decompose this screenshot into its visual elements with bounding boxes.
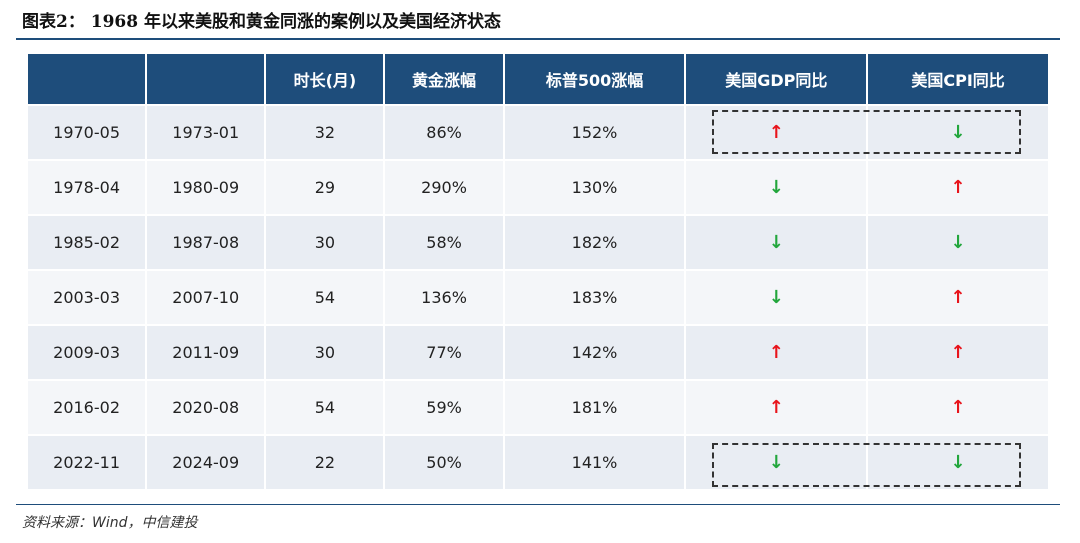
header-cpi: 美国CPI同比 xyxy=(868,54,1048,104)
cell-months: 32 xyxy=(266,106,384,159)
cell-end-highlighted: 2024-09 xyxy=(147,436,265,489)
cell-months: 29 xyxy=(266,161,384,214)
cell-cpi: ↑ xyxy=(868,161,1048,214)
gdp-arrow-icon: ↓ xyxy=(768,232,784,253)
gdp-arrow-icon: ↑ xyxy=(768,342,784,363)
header-start xyxy=(28,54,146,104)
cell-end: 1987-08 xyxy=(147,216,265,269)
cell-gold: 136% xyxy=(385,271,503,324)
table-row: 1970-05 1973-01 32 86% 152% ↑ ↓ xyxy=(28,106,1048,159)
cell-gold: 290% xyxy=(385,161,503,214)
cpi-arrow-icon: ↓ xyxy=(950,232,966,253)
header-sp500: 标普500涨幅 xyxy=(504,54,685,104)
header-row: 时长(月) 黄金涨幅 标普500涨幅 美国GDP同比 美国CPI同比 xyxy=(28,54,1048,104)
table-row: 1985-02 1987-08 30 58% 182% ↓ ↓ xyxy=(28,216,1048,269)
cell-cpi: ↓ xyxy=(868,106,1048,159)
table-row: 1978-04 1980-09 29 290% 130% ↓ ↑ xyxy=(28,161,1048,214)
cell-months: 54 xyxy=(266,271,384,324)
gdp-arrow-icon: ↓ xyxy=(768,287,784,308)
table-row: 2009-03 2011-09 30 77% 142% ↑ ↑ xyxy=(28,326,1048,379)
cell-sp500: 142% xyxy=(504,326,685,379)
cpi-arrow-icon: ↑ xyxy=(950,397,966,418)
cpi-arrow-icon: ↓ xyxy=(950,122,966,143)
cpi-arrow-icon: ↑ xyxy=(950,342,966,363)
gdp-arrow-icon: ↑ xyxy=(768,397,784,418)
cell-end: 1980-09 xyxy=(147,161,265,214)
bottom-rule xyxy=(16,504,1060,505)
source-note: 资料来源：Wind，中信建投 xyxy=(22,515,198,531)
gdp-arrow-icon: ↓ xyxy=(768,177,784,198)
cell-sp500: 183% xyxy=(504,271,685,324)
cell-start: 2022-11 xyxy=(28,436,146,489)
cpi-arrow-icon: ↑ xyxy=(950,287,966,308)
cell-gdp: ↓ xyxy=(686,271,867,324)
cell-gdp: ↑ xyxy=(686,326,867,379)
gdp-arrow-icon: ↓ xyxy=(768,452,784,473)
cell-cpi: ↓ xyxy=(868,216,1048,269)
table-row: 2022-11 2024-09 22 50% 141% ↓ ↓ xyxy=(28,436,1048,489)
cell-sp500: 182% xyxy=(504,216,685,269)
cell-cpi: ↑ xyxy=(868,326,1048,379)
figure-title: 图表2： 1968 年以来美股和黄金同涨的案例以及美国经济状态 xyxy=(22,12,501,32)
cell-gold: 59% xyxy=(385,381,503,434)
cell-cpi: ↑ xyxy=(868,381,1048,434)
cell-months: 30 xyxy=(266,326,384,379)
cell-months: 22 xyxy=(266,436,384,489)
table-row: 2003-03 2007-10 54 136% 183% ↓ ↑ xyxy=(28,271,1048,324)
highlight-box-first-row xyxy=(712,110,1021,154)
cell-gold: 77% xyxy=(385,326,503,379)
header-months: 时长(月) xyxy=(266,54,384,104)
cpi-arrow-icon: ↑ xyxy=(950,177,966,198)
cpi-arrow-icon: ↓ xyxy=(950,452,966,473)
cell-start: 2016-02 xyxy=(28,381,146,434)
cell-gold: 58% xyxy=(385,216,503,269)
cell-start: 1978-04 xyxy=(28,161,146,214)
header-end xyxy=(147,54,265,104)
cell-start: 1970-05 xyxy=(28,106,146,159)
cell-sp500: 181% xyxy=(504,381,685,434)
cell-cpi: ↑ xyxy=(868,271,1048,324)
header-gold: 黄金涨幅 xyxy=(385,54,503,104)
cell-end: 1973-01 xyxy=(147,106,265,159)
cell-start: 2003-03 xyxy=(28,271,146,324)
cell-gdp: ↑ xyxy=(686,106,867,159)
title-rule xyxy=(16,38,1060,40)
cell-gdp: ↓ xyxy=(686,161,867,214)
data-table: 时长(月) 黄金涨幅 标普500涨幅 美国GDP同比 美国CPI同比 1970-… xyxy=(26,52,1050,491)
cell-months: 54 xyxy=(266,381,384,434)
cell-sp500: 130% xyxy=(504,161,685,214)
cell-gold: 86% xyxy=(385,106,503,159)
cell-end: 2020-08 xyxy=(147,381,265,434)
cell-start: 1985-02 xyxy=(28,216,146,269)
cell-sp500: 141% xyxy=(504,436,685,489)
cell-end: 2007-10 xyxy=(147,271,265,324)
cell-months: 30 xyxy=(266,216,384,269)
cell-gdp: ↓ xyxy=(686,216,867,269)
cell-gdp: ↑ xyxy=(686,381,867,434)
cell-gold: 50% xyxy=(385,436,503,489)
table-row: 2016-02 2020-08 54 59% 181% ↑ ↑ xyxy=(28,381,1048,434)
highlight-box-last-row xyxy=(712,443,1021,487)
cell-sp500: 152% xyxy=(504,106,685,159)
gdp-arrow-icon: ↑ xyxy=(768,122,784,143)
cell-end: 2011-09 xyxy=(147,326,265,379)
cell-start: 2009-03 xyxy=(28,326,146,379)
header-gdp: 美国GDP同比 xyxy=(686,54,867,104)
